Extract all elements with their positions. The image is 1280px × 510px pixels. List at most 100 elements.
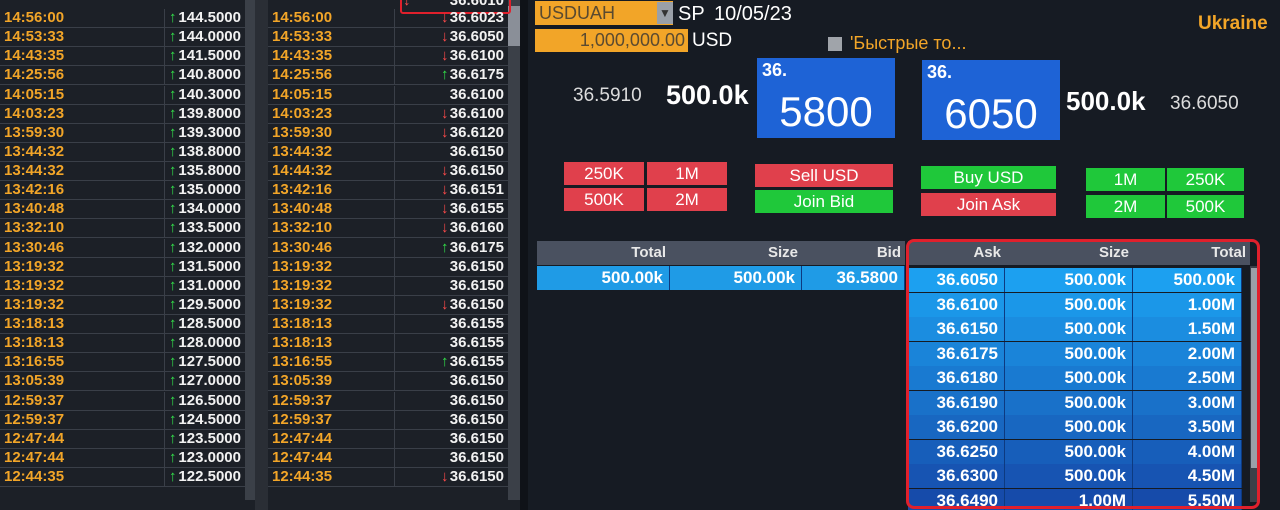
price: 128.5000	[165, 315, 245, 334]
column-header[interactable]: Size	[670, 241, 802, 265]
ask-cell[interactable]: 1.00M	[1005, 488, 1133, 510]
bid-cell[interactable]: 36.5800	[802, 266, 905, 290]
ask-cell[interactable]: 500.00k	[1005, 292, 1133, 317]
arrow: ↑	[169, 238, 177, 256]
ask-cell[interactable]: 36.6150	[908, 317, 1005, 341]
checkbox[interactable]	[828, 37, 842, 51]
checkbox-label[interactable]: 'Быстрые то...	[850, 33, 967, 53]
ask-cell[interactable]: 36.6050	[908, 268, 1005, 292]
ask-cell[interactable]: 36.6100	[908, 292, 1005, 317]
time: 14:25:56	[0, 66, 165, 86]
join-bid-button[interactable]: Join Bid	[755, 190, 893, 213]
ask-cell[interactable]: 3.50M	[1133, 415, 1242, 439]
sell-button[interactable]: Sell USD	[755, 164, 893, 187]
price: 36.6155	[395, 353, 508, 373]
time: 14:43:35	[268, 47, 395, 67]
size-button[interactable]: 2M	[1086, 195, 1165, 218]
ask-cell[interactable]: 4.00M	[1133, 439, 1242, 464]
price: 124.5000	[165, 411, 245, 430]
buy-button[interactable]: Buy USD	[921, 166, 1056, 189]
highlight-box	[400, 0, 511, 14]
column-header[interactable]: Ask	[908, 241, 1005, 265]
size-button[interactable]: 500K	[1167, 195, 1244, 218]
amount-input[interactable]: 1,000,000.00	[535, 29, 688, 52]
price: 144.0000	[165, 28, 245, 48]
column-header[interactable]: Total	[1133, 241, 1250, 265]
time: 12:59:37	[0, 391, 165, 411]
panel-gap	[255, 0, 268, 510]
time: 14:05:15	[268, 85, 395, 105]
time: 14:43:35	[0, 47, 165, 67]
ask-cell[interactable]: 36.6490	[908, 488, 1005, 510]
arrow: ↓	[441, 219, 449, 237]
ask-cell[interactable]: 500.00k	[1005, 341, 1133, 366]
scroll-thumb[interactable]	[1251, 268, 1257, 468]
ask-cell[interactable]: 500.00k	[1005, 390, 1133, 415]
dropdown-arrow[interactable]: ▼	[657, 2, 673, 24]
price: 36.6150	[395, 392, 508, 411]
price: 135.0000	[165, 181, 245, 201]
arrow: ↑	[169, 372, 177, 390]
ask-cell[interactable]: 500.00k	[1005, 439, 1133, 464]
ask-cell[interactable]: 36.6175	[908, 341, 1005, 366]
price: 36.6150	[395, 411, 508, 430]
price: 126.5000	[165, 392, 245, 411]
ask-cell[interactable]: 1.50M	[1133, 317, 1242, 341]
bid-cell[interactable]: 500.00k	[670, 266, 802, 290]
bid-cell[interactable]: 500.00k	[537, 266, 670, 290]
ask-cell[interactable]: 36.6180	[908, 366, 1005, 390]
ask-cell[interactable]: 36.6250	[908, 439, 1005, 464]
join-ask-button[interactable]: Join Ask	[921, 193, 1056, 216]
arrow: ↑	[169, 9, 177, 26]
ask-cell[interactable]: 500.00k	[1005, 317, 1133, 341]
ask-cell[interactable]: 36.6190	[908, 390, 1005, 415]
ask-cell[interactable]: 4.50M	[1133, 464, 1242, 488]
time: 14:03:23	[0, 104, 165, 124]
size-button[interactable]: 1M	[647, 162, 727, 185]
price: 36.6155	[395, 315, 508, 334]
size-button[interactable]: 250K	[1167, 168, 1244, 191]
ask-cell[interactable]: 36.6300	[908, 464, 1005, 488]
price: 36.6150	[395, 430, 508, 449]
column-header[interactable]: Bid	[802, 241, 905, 265]
ask-cell[interactable]: 500.00k	[1005, 366, 1133, 390]
ask-cell[interactable]: 2.00M	[1133, 341, 1242, 366]
ask-cell[interactable]: 5.50M	[1133, 488, 1242, 510]
ask-cell[interactable]: 3.00M	[1133, 390, 1242, 415]
price: 123.5000	[165, 430, 245, 449]
ask-cell[interactable]: 500.00k	[1005, 415, 1133, 439]
column-header[interactable]: Total	[537, 241, 670, 265]
size-button[interactable]: 2M	[647, 188, 727, 211]
time: 13:05:39	[0, 372, 165, 392]
ask-cell[interactable]: 2.50M	[1133, 366, 1242, 390]
ask-cell[interactable]: 500.00k	[1133, 268, 1242, 292]
ask-cell[interactable]: 36.6200	[908, 415, 1005, 439]
ask-cell[interactable]: 500.00k	[1005, 464, 1133, 488]
price: 36.6023	[395, 9, 508, 28]
ask-cell[interactable]: 1.00M	[1133, 292, 1242, 317]
size-button[interactable]: 500K	[564, 188, 644, 211]
bid-box[interactable]	[757, 58, 895, 138]
size-button[interactable]: 1M	[1086, 168, 1165, 191]
ticker-dropdown[interactable]: USDUAH	[535, 1, 673, 25]
size-button[interactable]: 250K	[564, 162, 644, 185]
time: 13:05:39	[268, 372, 395, 392]
scrollbar[interactable]	[508, 0, 520, 500]
scroll-thumb[interactable]	[508, 6, 520, 46]
ask-box[interactable]	[922, 60, 1060, 140]
arrow: ↑	[169, 85, 177, 103]
arrow: ↑	[169, 162, 177, 179]
arrow: ↓	[441, 9, 449, 26]
price: 36.6050	[395, 28, 508, 48]
time: 14:53:33	[0, 28, 165, 48]
price: 36.6175	[395, 239, 508, 258]
price: 122.5000	[165, 468, 245, 487]
ask-price: 36.6050	[1170, 93, 1239, 114]
settle: SP	[678, 3, 705, 25]
bid-size: 500.0k	[666, 80, 749, 110]
time: 14:53:33	[268, 28, 395, 48]
ask-cell[interactable]: 500.00k	[1005, 268, 1133, 292]
column-header[interactable]: Size	[1005, 241, 1133, 265]
arrow: ↑	[169, 47, 177, 65]
scrollbar[interactable]	[245, 0, 255, 500]
